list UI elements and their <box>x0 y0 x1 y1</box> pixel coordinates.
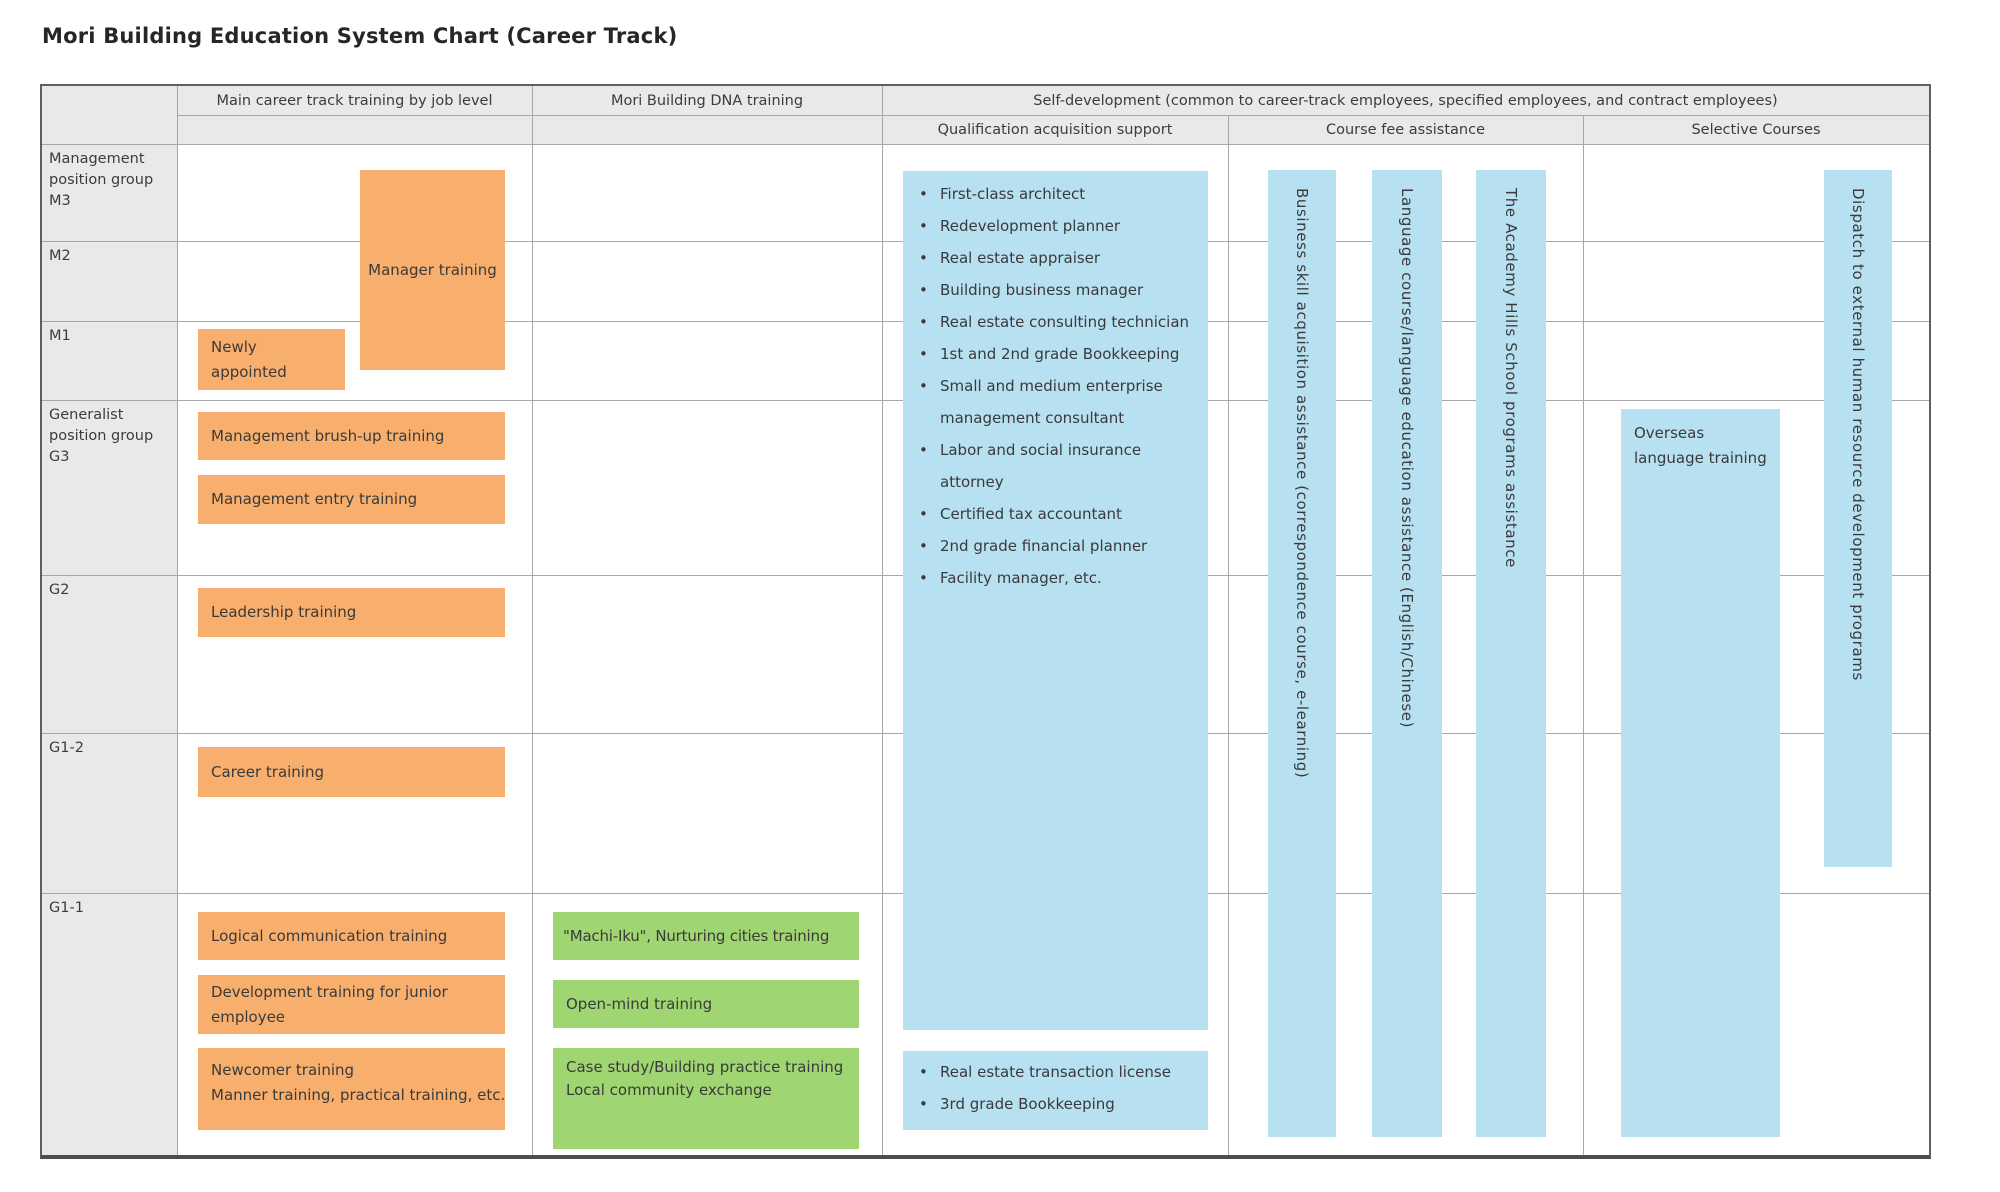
training-box-leadership: Leadership training <box>198 588 505 637</box>
training-box-manager: Manager training <box>360 170 505 370</box>
list-item: Real estate transaction license <box>915 1056 1200 1088</box>
training-box-career: Career training <box>198 747 505 797</box>
qualification-basic-list-box: Real estate transaction license3rd grade… <box>903 1051 1208 1130</box>
list-item: Real estate appraiser <box>915 242 1200 274</box>
row-label-m2: M2 <box>49 248 71 264</box>
course-fee-bar-academy-hills-label: The Academy Hills School programs assist… <box>1502 188 1520 568</box>
list-item: First-class architect <box>915 178 1200 210</box>
training-box-management-entry: Management entry training <box>198 475 505 524</box>
row-label-g2: G2 <box>49 582 70 598</box>
list-item: Real estate consulting technician <box>915 306 1200 338</box>
grid-line-vertical <box>532 86 533 1155</box>
list-item: Certified tax accountant <box>915 498 1200 530</box>
list-item: Labor and social insurance attorney <box>915 434 1200 498</box>
column-header-self-development: Self-development (common to career-track… <box>1033 92 1778 109</box>
list-item: 2nd grade financial planner <box>915 530 1200 562</box>
row-label-m1: M1 <box>49 328 71 344</box>
column-header-dna-training: Mori Building DNA training <box>610 92 804 109</box>
qualification-main-list: First-class architectRedevelopment plann… <box>903 171 1208 594</box>
training-box-newcomer: Newcomer training Manner training, pract… <box>198 1048 505 1130</box>
grid-line-vertical <box>1583 115 1584 1155</box>
list-item: Small and medium enterprise management c… <box>915 370 1200 434</box>
training-box-newly-appointed: Newly appointed <box>198 329 345 390</box>
selective-bar-external-dispatch: Dispatch to external human resource deve… <box>1824 170 1892 867</box>
grid-line-vertical <box>882 86 883 1155</box>
training-box-junior-development: Development training for junior employee <box>198 975 505 1034</box>
list-item: Building business manager <box>915 274 1200 306</box>
qualification-basic-list: Real estate transaction license3rd grade… <box>903 1051 1208 1120</box>
course-fee-bar-business-skill-label: Business skill acquisition assistance (c… <box>1293 188 1311 779</box>
subheader-selective-courses: Selective Courses <box>1691 121 1821 138</box>
list-item: Facility manager, etc. <box>915 562 1200 594</box>
training-box-open-mind: Open-mind training <box>553 980 859 1028</box>
subheader-qualification-support: Qualification acquisition support <box>937 121 1173 138</box>
list-item: Redevelopment planner <box>915 210 1200 242</box>
course-fee-bar-academy-hills: The Academy Hills School programs assist… <box>1476 170 1546 1137</box>
subheader-course-fee: Course fee assistance <box>1325 121 1486 138</box>
row-label-m3: Management position group M3 <box>49 151 154 209</box>
column-header-main-career: Main career track training by job level <box>216 92 493 109</box>
selective-bar-external-dispatch-label: Dispatch to external human resource deve… <box>1849 188 1867 681</box>
course-fee-bar-language-course: Language course/language education assis… <box>1372 170 1442 1137</box>
grid-line-vertical <box>177 86 178 1155</box>
page-title: Mori Building Education System Chart (Ca… <box>42 24 678 48</box>
grid-line-horizontal <box>177 115 1929 116</box>
list-item: 3rd grade Bookkeeping <box>915 1088 1200 1120</box>
training-box-logical-communication: Logical communication training <box>198 912 505 960</box>
list-item: 1st and 2nd grade Bookkeeping <box>915 338 1200 370</box>
training-box-case-study: Case study/Building practice training Lo… <box>553 1048 859 1149</box>
row-label-column-background <box>42 86 177 1155</box>
chart-table: Main career track training by job level … <box>40 84 1931 1159</box>
course-fee-bar-business-skill: Business skill acquisition assistance (c… <box>1268 170 1336 1137</box>
grid-line-horizontal <box>42 144 1929 145</box>
row-label-g1-1: G1-1 <box>49 900 84 916</box>
row-label-g1-2: G1-2 <box>49 740 84 756</box>
grid-line-vertical <box>1228 115 1229 1155</box>
selective-box-overseas-language: Overseas language training <box>1621 409 1780 1137</box>
row-label-g3: Generalist position group G3 <box>49 407 154 465</box>
training-box-management-brush-up: Management brush-up training <box>198 412 505 460</box>
course-fee-bar-language-course-label: Language course/language education assis… <box>1398 188 1416 729</box>
qualification-main-list-box: First-class architectRedevelopment plann… <box>903 171 1208 1030</box>
training-box-machi-iku: "Machi-Iku", Nurturing cities training <box>553 912 859 960</box>
